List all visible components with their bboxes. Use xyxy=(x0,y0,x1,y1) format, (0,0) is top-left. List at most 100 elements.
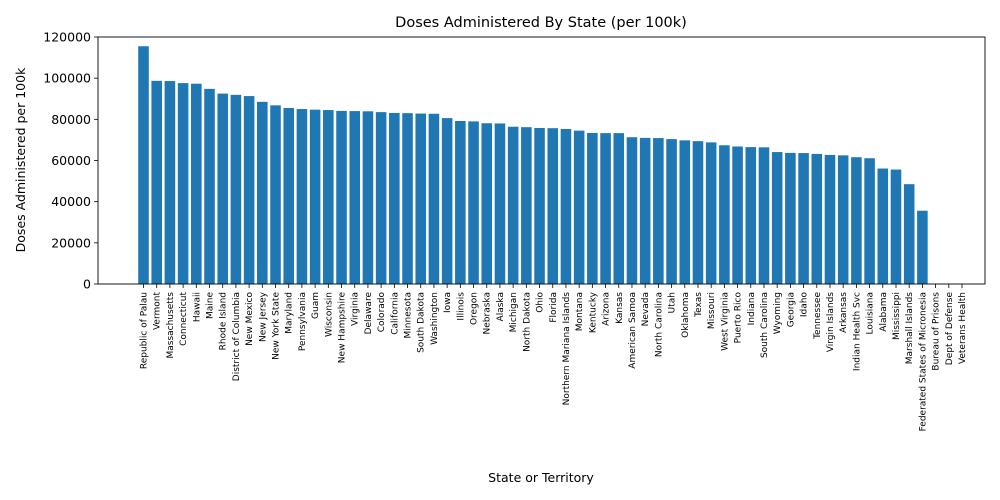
bar xyxy=(758,147,770,284)
x-tick-label: Louisiana xyxy=(866,292,876,335)
y-tick-label: 40000 xyxy=(51,194,91,209)
bar xyxy=(877,168,889,284)
x-tick-label: Northern Mariana Islands xyxy=(562,292,572,406)
bar xyxy=(547,128,559,284)
bar xyxy=(257,101,268,284)
x-tick-label: Colorado xyxy=(377,292,387,333)
bar xyxy=(217,93,228,284)
x-tick-label: South Carolina xyxy=(760,292,770,358)
x-tick-label: Alaska xyxy=(496,292,506,321)
x-tick-label: Texas xyxy=(694,292,704,318)
x-tick-label: Puerto Rico xyxy=(734,292,744,344)
bar xyxy=(164,81,176,284)
y-tick-label: 20000 xyxy=(51,235,91,250)
x-tick-label: Veterans Health xyxy=(958,292,968,364)
x-tick-label: District of Columbia xyxy=(232,292,242,381)
bar xyxy=(204,88,215,285)
x-tick-label: Alabama xyxy=(879,292,889,332)
bar xyxy=(719,145,730,284)
bar xyxy=(613,133,625,284)
x-tick-label: California xyxy=(390,292,400,335)
bar xyxy=(494,123,506,284)
chart-title: Doses Administered By State (per 100k) xyxy=(395,15,687,31)
bar xyxy=(560,129,572,284)
y-tick-label: 60000 xyxy=(51,153,91,168)
y-tick-label: 120000 xyxy=(43,30,91,45)
x-tick-label: Iowa xyxy=(443,292,453,313)
x-tick-label: Republic of Palau xyxy=(140,292,150,369)
bar xyxy=(785,152,796,284)
bar xyxy=(362,111,374,284)
x-tick-label: Bureau of Prisons xyxy=(932,292,942,371)
x-tick-label: New Hampshire xyxy=(338,292,348,364)
x-tick-label: Montana xyxy=(575,292,585,331)
x-axis-label: State or Territory xyxy=(488,470,594,485)
bar xyxy=(600,133,611,284)
x-tick-label: Hawaii xyxy=(192,292,202,322)
plot-frame xyxy=(97,36,986,285)
bar xyxy=(389,112,400,284)
x-tick-label: Ohio xyxy=(536,292,546,313)
bar xyxy=(177,83,189,284)
y-tick-label: 100000 xyxy=(43,71,91,86)
x-tick-label: Mississippi xyxy=(892,292,902,340)
bar xyxy=(283,108,294,284)
bar xyxy=(481,123,493,285)
x-tick-label: Rhode Island xyxy=(219,292,229,350)
x-tick-label: Connecticut xyxy=(179,292,189,346)
bar xyxy=(890,169,902,284)
bar xyxy=(468,121,479,284)
bar xyxy=(455,120,466,284)
x-tick-label: Vermont xyxy=(153,292,163,331)
x-tick-label: Arizona xyxy=(602,292,612,326)
bar xyxy=(243,96,255,284)
bar xyxy=(323,110,334,284)
x-tick-label: Massachusetts xyxy=(166,292,176,359)
y-tick-label: 0 xyxy=(83,277,91,292)
x-tick-label: Indian Health Svc xyxy=(852,292,862,371)
x-tick-label: Federated States of Micronesia xyxy=(918,292,928,431)
bar xyxy=(692,141,704,284)
x-tick-label: Maryland xyxy=(285,292,295,334)
bar xyxy=(441,118,453,284)
x-tick-label: North Carolina xyxy=(654,292,664,357)
bar xyxy=(309,109,321,284)
x-tick-label: Kentucky xyxy=(588,291,598,333)
x-tick-label: Illinois xyxy=(456,292,466,321)
x-tick-label: New Mexico xyxy=(245,292,255,346)
x-tick-label: New York State xyxy=(272,292,282,360)
x-axis: Republic of Palau Vermont Massachusetts Con… xyxy=(140,284,968,431)
x-tick-label: Arkansas xyxy=(839,292,849,333)
x-tick-label: New Jersey xyxy=(258,291,268,342)
bar xyxy=(824,154,836,284)
bar xyxy=(375,112,387,284)
bar xyxy=(573,130,585,284)
bar xyxy=(798,153,809,284)
bar xyxy=(230,94,242,284)
x-tick-label: Michigan xyxy=(509,292,519,332)
bar xyxy=(402,113,413,284)
bar xyxy=(705,142,717,284)
y-axis: 0 20000 40000 60000 80000 100000 120000 xyxy=(43,30,98,292)
x-tick-label: Virginia xyxy=(351,292,361,326)
bar xyxy=(851,157,862,284)
bar xyxy=(626,137,638,284)
x-tick-label: Minnesota xyxy=(404,292,414,338)
bar xyxy=(903,184,915,284)
x-tick-label: Washington xyxy=(430,292,440,345)
x-tick-label: Delaware xyxy=(364,292,374,335)
x-tick-label: Florida xyxy=(549,292,559,323)
x-tick-label: Pennsylvania xyxy=(298,292,308,351)
x-tick-label: American Samoa xyxy=(628,292,638,369)
bar xyxy=(296,109,308,284)
x-tick-label: Dept of Defense xyxy=(945,292,955,366)
x-tick-label: Maine xyxy=(206,292,216,319)
x-tick-label: Utah xyxy=(668,292,678,313)
x-tick-label: West Virginia xyxy=(720,292,730,351)
bar xyxy=(191,83,202,284)
bars-group xyxy=(138,46,928,285)
bar xyxy=(653,138,664,284)
bar xyxy=(639,137,651,284)
x-tick-label: Kansas xyxy=(615,292,625,324)
